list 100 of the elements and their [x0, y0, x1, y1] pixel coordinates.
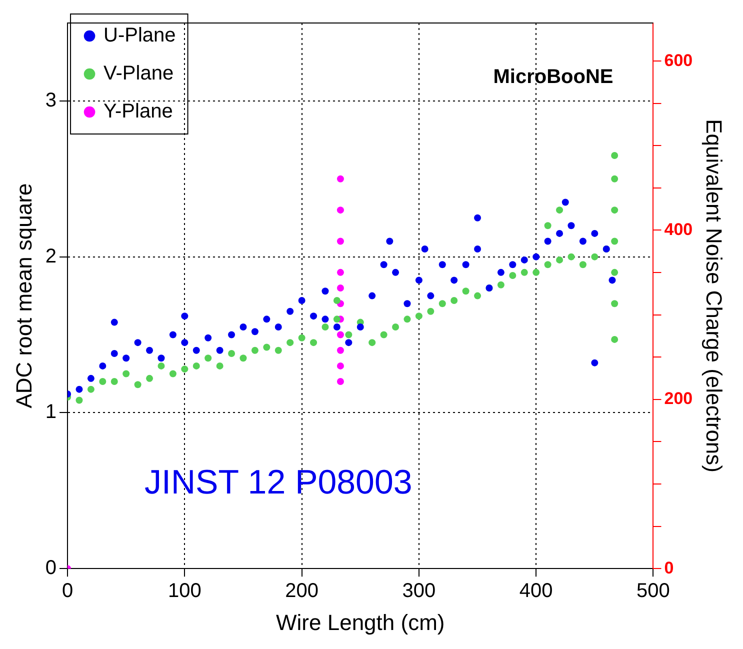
- x-tick-label: 400: [519, 580, 553, 602]
- point: [169, 370, 176, 378]
- point: [322, 316, 329, 323]
- point: [158, 354, 165, 362]
- point: [611, 300, 618, 308]
- point: [99, 362, 106, 370]
- point: [474, 214, 482, 222]
- point: [298, 296, 306, 304]
- point: [579, 261, 586, 268]
- point: [216, 346, 224, 354]
- y-tick-label: 3: [45, 89, 57, 112]
- point: [122, 370, 130, 378]
- point: [421, 246, 428, 253]
- point: [87, 374, 94, 382]
- point: [240, 323, 247, 330]
- y-tick-label: 0: [45, 557, 57, 580]
- y2-tick-label: 400: [664, 220, 693, 239]
- point: [556, 206, 564, 214]
- y2-tick-label: 600: [664, 50, 693, 70]
- point: [345, 339, 352, 346]
- point: [310, 339, 318, 346]
- point: [336, 346, 344, 354]
- point: [611, 268, 618, 276]
- y-axis-title: ADC root mean square: [11, 183, 36, 408]
- point: [192, 362, 200, 370]
- point: [322, 288, 329, 295]
- point: [438, 261, 446, 268]
- point: [497, 268, 504, 276]
- point: [392, 323, 400, 330]
- point: [158, 362, 165, 370]
- point: [169, 331, 176, 338]
- point: [415, 312, 422, 320]
- point: [579, 238, 586, 245]
- point: [591, 253, 598, 260]
- point: [240, 354, 247, 362]
- point: [368, 292, 376, 300]
- point: [450, 296, 458, 304]
- point: [427, 308, 434, 315]
- x-tick-label: 500: [636, 580, 670, 602]
- point: [386, 238, 394, 245]
- point: [474, 292, 482, 300]
- point: [336, 378, 344, 386]
- legend-label: U-Plane: [104, 24, 176, 47]
- y2-tick-label: 200: [664, 389, 693, 408]
- point: [274, 346, 282, 354]
- point: [356, 323, 364, 330]
- point: [110, 318, 118, 326]
- point: [181, 312, 188, 320]
- point: [204, 354, 212, 362]
- point: [568, 253, 575, 260]
- annotation: JINST 12 P08003: [144, 464, 412, 502]
- legend-label: V-Plane: [104, 62, 174, 85]
- x-tick-label: 300: [402, 580, 436, 602]
- x-axis-title: Wire Length (cm): [276, 610, 445, 635]
- point: [333, 296, 340, 304]
- point: [298, 334, 306, 342]
- point: [146, 346, 154, 354]
- point: [204, 334, 212, 342]
- point: [181, 339, 188, 346]
- point: [322, 323, 329, 330]
- point: [336, 175, 344, 182]
- point: [310, 312, 318, 320]
- y2-tick-label: 0: [664, 558, 674, 578]
- point: [333, 323, 340, 330]
- point: [544, 222, 552, 230]
- point: [368, 339, 376, 346]
- point: [544, 238, 552, 245]
- point: [76, 386, 83, 393]
- point: [404, 316, 411, 323]
- point: [591, 359, 598, 366]
- point: [532, 253, 540, 260]
- point: [274, 323, 282, 330]
- point: [336, 238, 344, 245]
- point: [404, 300, 411, 308]
- point: [263, 316, 270, 323]
- point: [345, 331, 352, 338]
- point: [556, 230, 564, 237]
- point: [134, 339, 142, 346]
- point: [532, 268, 540, 276]
- point: [520, 256, 528, 264]
- point: [286, 308, 294, 315]
- point: [251, 346, 258, 354]
- point: [286, 339, 294, 346]
- point: [497, 281, 504, 288]
- point: [544, 261, 552, 268]
- point: [509, 272, 516, 280]
- point: [192, 346, 200, 354]
- point: [415, 276, 422, 284]
- point: [509, 261, 516, 268]
- y-tick-label: 2: [45, 245, 57, 268]
- point: [380, 331, 388, 338]
- annotation: MicroBooNE: [493, 66, 614, 88]
- point: [611, 206, 618, 214]
- point: [608, 276, 616, 284]
- point: [556, 256, 564, 264]
- point: [110, 350, 118, 357]
- point: [336, 362, 344, 370]
- point: [228, 331, 236, 338]
- point: [474, 246, 482, 253]
- point: [228, 350, 236, 357]
